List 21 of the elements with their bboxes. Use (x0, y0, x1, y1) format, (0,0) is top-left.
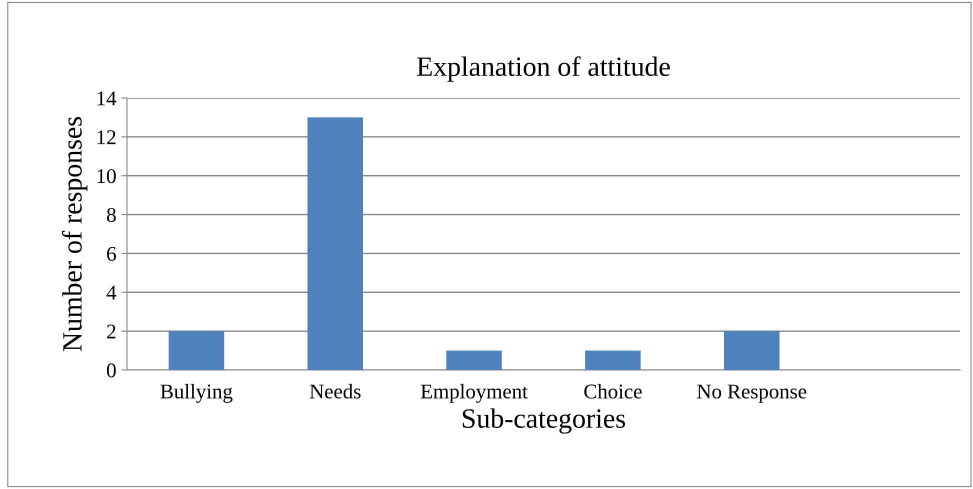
bar (585, 350, 641, 370)
y-tick-label: 4 (106, 286, 116, 300)
y-tick-label: 6 (107, 246, 116, 261)
bar (168, 331, 224, 370)
y-tick-label: 2 (107, 324, 116, 338)
y-axis-title: Number of responses (62, 116, 88, 352)
x-tick-label: No Response (697, 384, 806, 403)
x-tick-label: Choice (584, 384, 642, 399)
bar (307, 117, 364, 370)
bar (724, 331, 780, 370)
x-tick-label: Needs (310, 384, 361, 399)
y-tick-label: 10 (98, 169, 116, 184)
chart-title: Explanation of attitude (417, 56, 670, 82)
bar (446, 350, 502, 370)
y-tick-label: 0 (106, 363, 116, 378)
x-tick-label: Employment (420, 384, 528, 403)
y-tick-label: 14 (98, 91, 116, 106)
y-tick-label: 12 (98, 130, 116, 144)
x-tick-label: Bullying (160, 384, 232, 403)
y-tick-label: 8 (106, 208, 116, 222)
x-axis-title: Sub-categories (462, 408, 626, 434)
